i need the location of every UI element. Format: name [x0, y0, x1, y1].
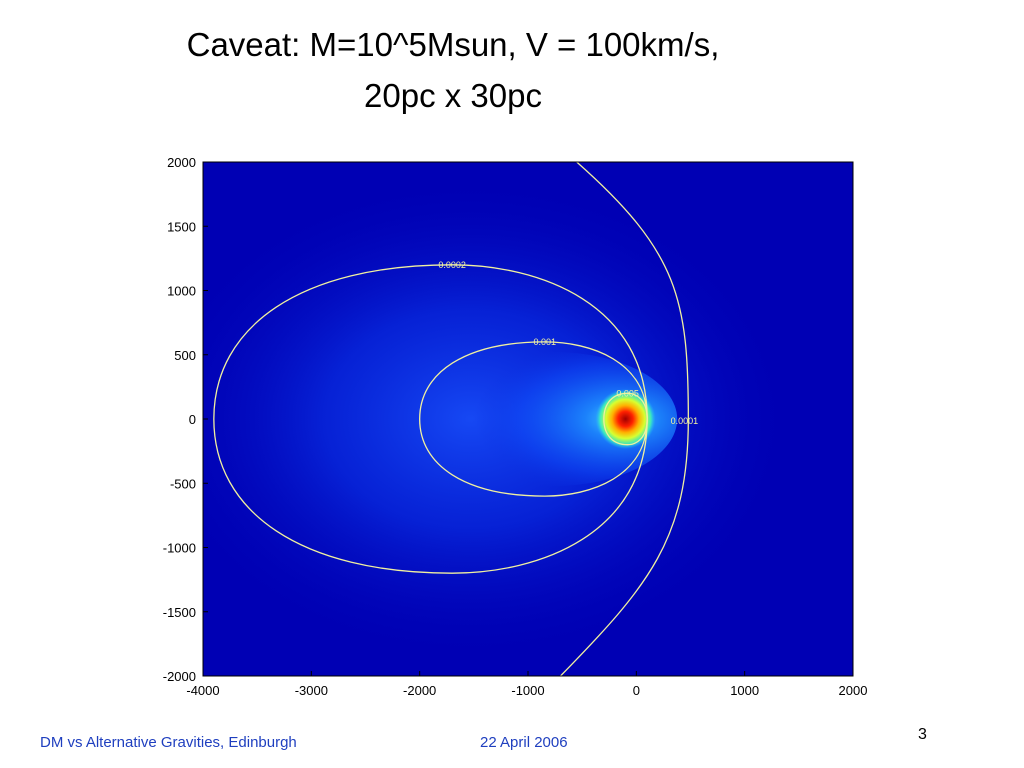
heatmap-inner-glow: [429, 351, 678, 487]
y-axis-ticks: 2000 1500 1000 500 0 -500 -1000 -1500 -2000: [163, 155, 208, 684]
y-tick-label-5: -500: [170, 476, 196, 491]
y-tick-label-2: 1000: [167, 284, 196, 299]
heatmap-peak: [595, 389, 656, 449]
page-number: 3: [918, 726, 927, 743]
y-tick-label-1: 1500: [167, 219, 196, 234]
slide-title-line-1: Caveat: M=10^5Msun, V = 100km/s,: [186, 26, 720, 63]
y-tick-label-6: -1000: [163, 541, 196, 556]
contour-lines: 0.005 0.001 0.0002 0.0001: [213, 162, 699, 676]
footer-date: 22 April 2006: [480, 734, 568, 751]
y-tick-label-0: 2000: [167, 155, 196, 170]
y-tick-label-8: -2000: [163, 669, 196, 684]
x-tick-label-0: -4000: [186, 683, 219, 698]
contour-label-1: 0.005: [616, 388, 639, 398]
y-tick-label-7: -1500: [163, 605, 196, 620]
x-axis-ticks: -4000 -3000 -2000 -1000 0 1000 2000: [186, 671, 867, 698]
slide-title-line-2: 20pc x 30pc: [364, 77, 542, 114]
x-tick-label-6: 2000: [839, 683, 868, 698]
contour-line-4: [560, 162, 689, 676]
x-tick-label-5: 1000: [730, 683, 759, 698]
y-tick-label-4: 0: [189, 412, 196, 427]
contour-line-3: [213, 264, 648, 574]
contour-line-1: [603, 392, 648, 446]
x-tick-label-1: -3000: [295, 683, 328, 698]
footer-left-text: DM vs Alternative Gravities, Edinburgh: [40, 734, 297, 751]
contour-label-3: 0.0002: [438, 260, 466, 270]
contour-label-2: 0.001: [534, 337, 557, 347]
x-tick-label-4: 0: [633, 683, 640, 698]
contour-label-4: 0.0001: [671, 416, 699, 426]
contour-line-2: [419, 341, 648, 497]
y-tick-label-3: 500: [174, 348, 196, 363]
plot-area: 0.005 0.001 0.0002 0.0001: [203, 162, 853, 676]
x-tick-label-3: -1000: [511, 683, 544, 698]
x-tick-label-2: -2000: [403, 683, 436, 698]
